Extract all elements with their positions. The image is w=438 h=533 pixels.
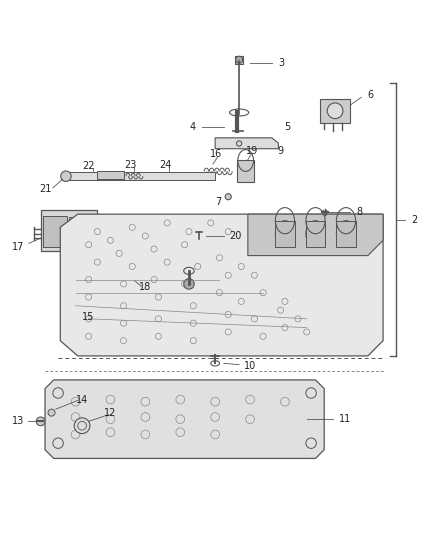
Text: 14: 14 xyxy=(76,394,88,405)
Text: 6: 6 xyxy=(366,90,372,100)
Bar xyxy=(234,56,243,63)
Text: 23: 23 xyxy=(124,160,136,171)
Bar xyxy=(97,171,123,179)
Text: 17: 17 xyxy=(12,242,24,252)
Bar xyxy=(275,221,294,247)
Text: 2: 2 xyxy=(410,215,417,225)
Text: 7: 7 xyxy=(215,197,221,207)
Circle shape xyxy=(225,193,231,200)
Text: 18: 18 xyxy=(139,282,151,293)
Bar xyxy=(41,210,97,251)
Polygon shape xyxy=(45,380,323,458)
Text: 10: 10 xyxy=(243,361,255,371)
Text: 5: 5 xyxy=(283,122,290,132)
Bar xyxy=(305,221,324,247)
Polygon shape xyxy=(247,214,382,256)
Text: 9: 9 xyxy=(277,146,283,156)
Text: 21: 21 xyxy=(39,184,51,194)
Circle shape xyxy=(326,103,342,119)
Text: 11: 11 xyxy=(338,414,350,424)
Text: 13: 13 xyxy=(12,416,24,426)
Circle shape xyxy=(74,418,90,433)
Circle shape xyxy=(36,417,45,426)
Text: 24: 24 xyxy=(159,160,171,171)
Text: 8: 8 xyxy=(355,207,361,217)
Text: 15: 15 xyxy=(82,312,95,322)
Circle shape xyxy=(60,171,71,181)
Text: 4: 4 xyxy=(189,122,195,132)
Bar xyxy=(319,99,350,123)
Bar xyxy=(80,256,149,284)
Circle shape xyxy=(184,279,194,289)
Bar xyxy=(62,172,215,180)
Text: 20: 20 xyxy=(229,231,241,241)
Bar xyxy=(336,221,355,247)
Text: 19: 19 xyxy=(246,147,258,156)
Text: 12: 12 xyxy=(104,408,117,418)
Bar xyxy=(43,216,67,247)
Circle shape xyxy=(235,56,242,63)
Circle shape xyxy=(48,409,55,416)
Text: 16: 16 xyxy=(210,149,222,159)
Text: 3: 3 xyxy=(278,58,284,68)
Polygon shape xyxy=(60,214,382,356)
Bar xyxy=(69,217,95,246)
Polygon shape xyxy=(215,138,278,149)
Text: 22: 22 xyxy=(82,161,95,171)
Bar xyxy=(237,160,254,182)
